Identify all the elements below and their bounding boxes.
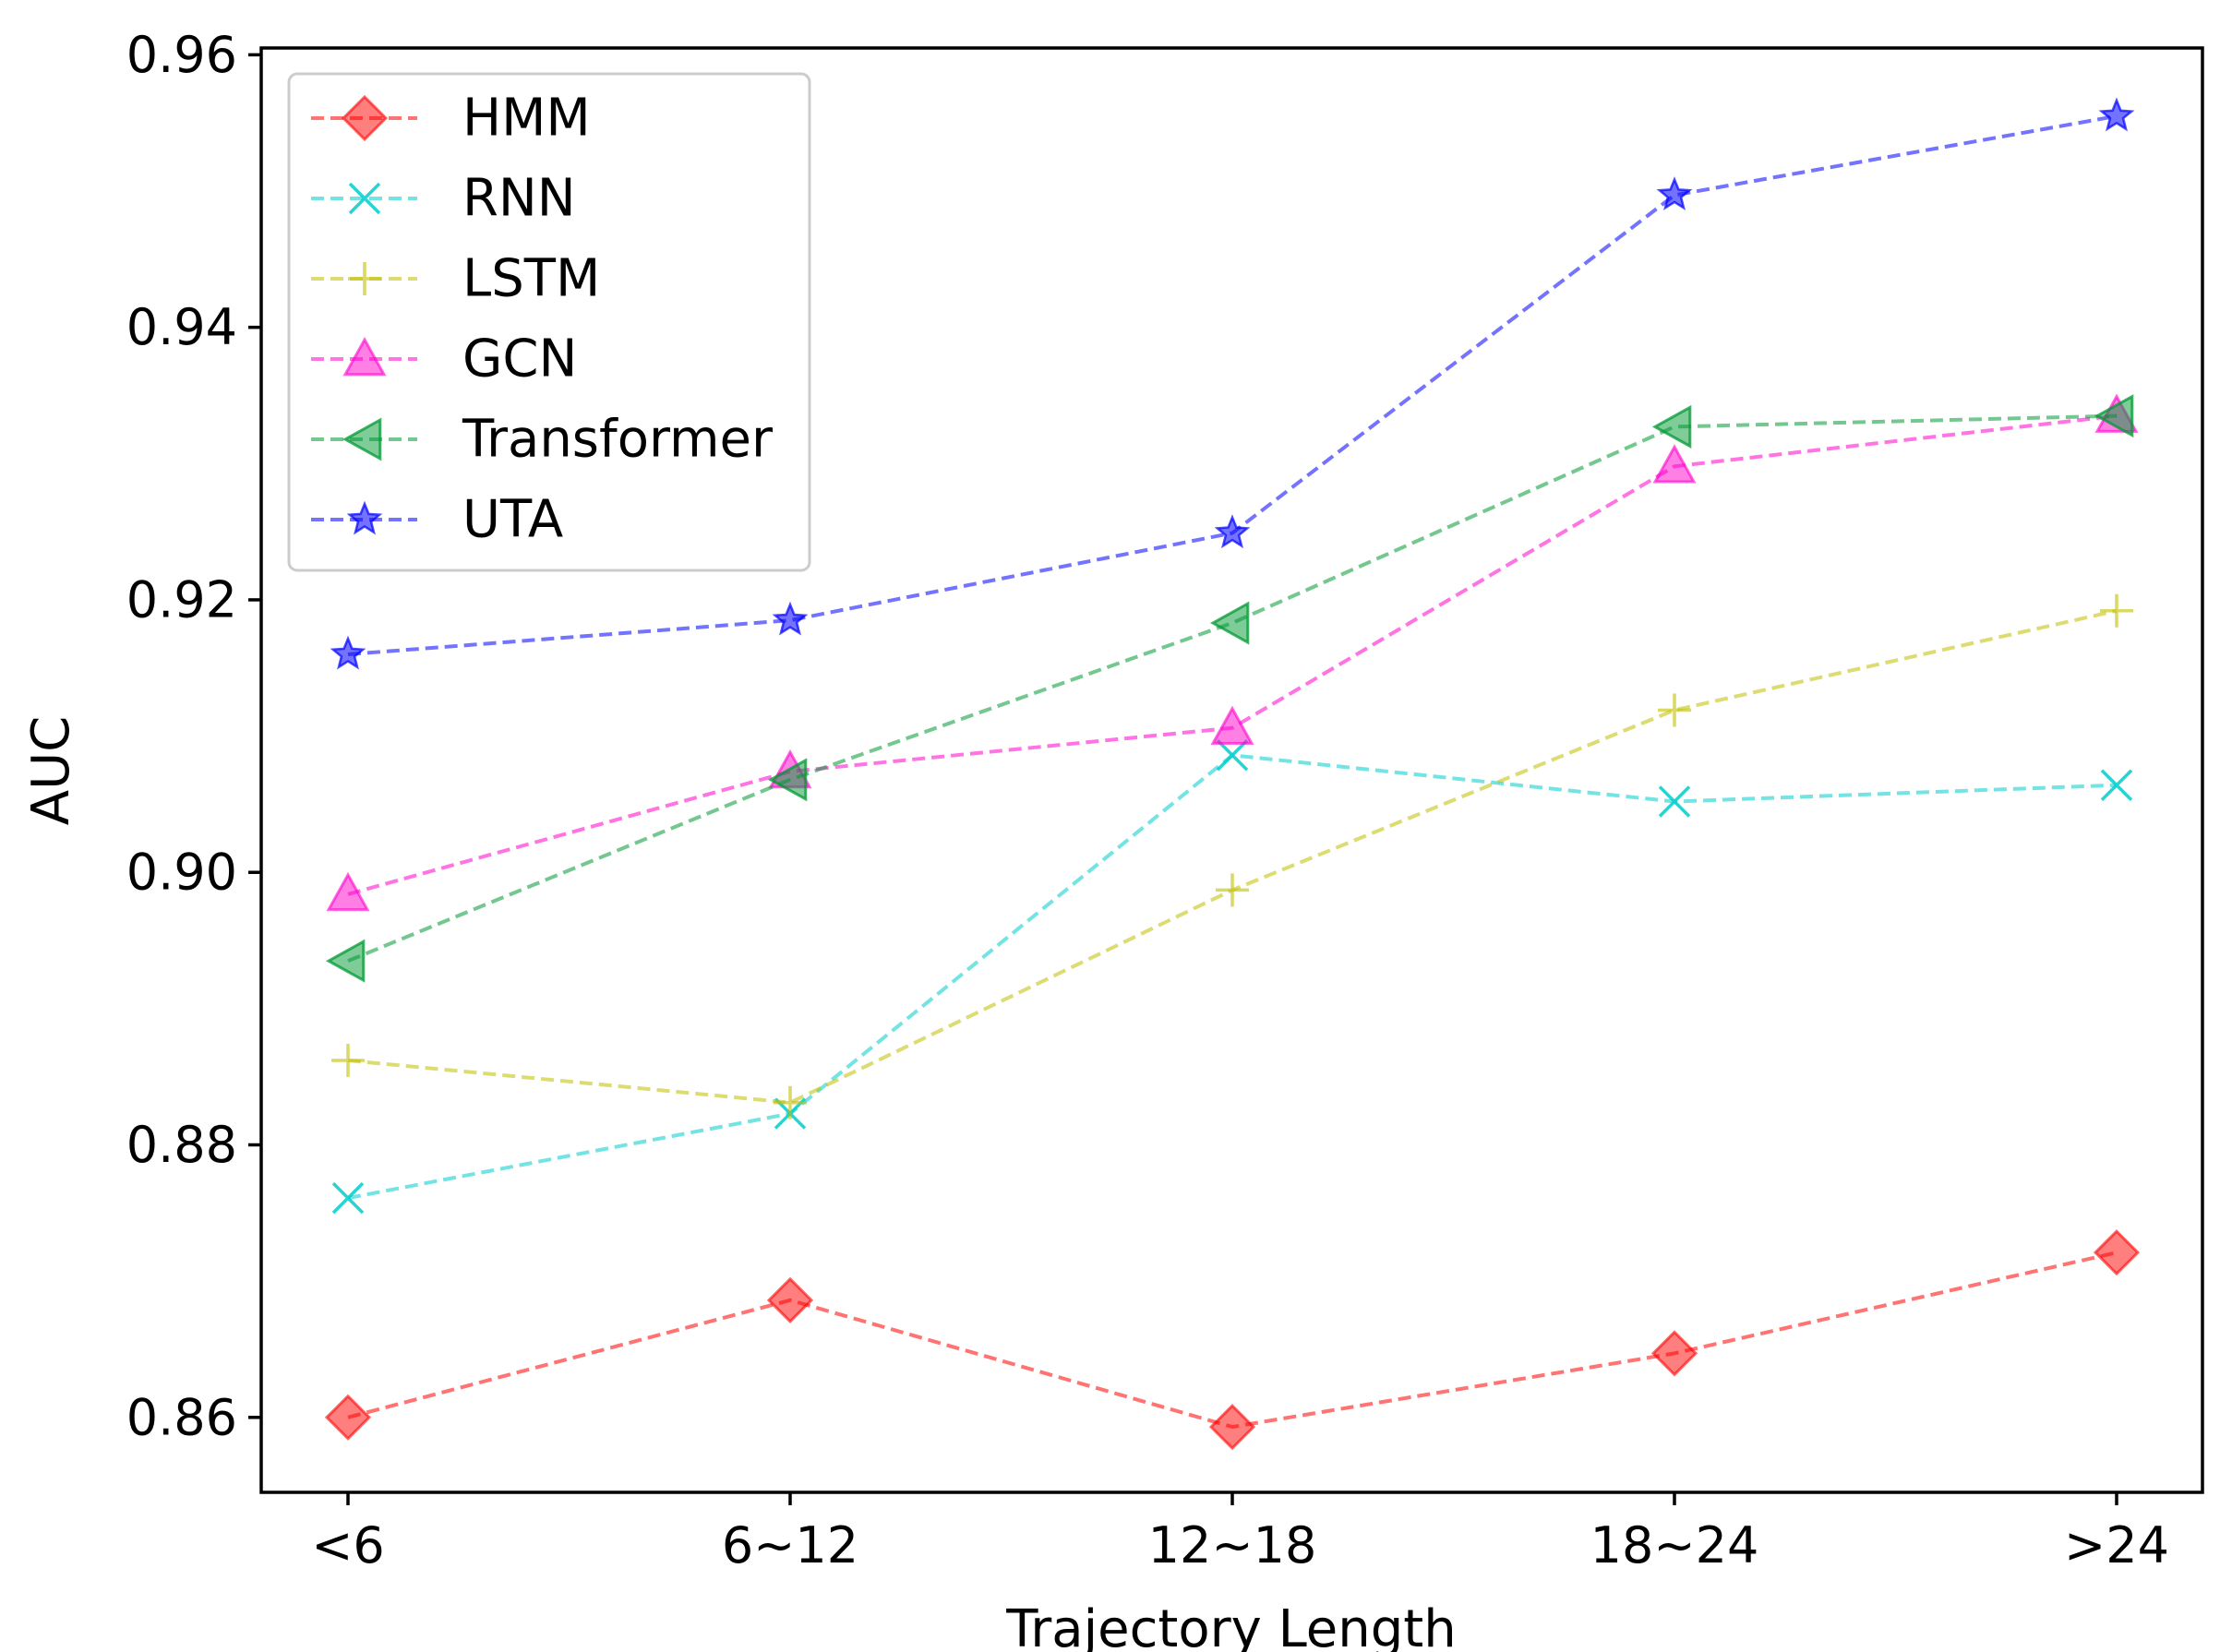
- series-layer: [324, 97, 2141, 1451]
- x-axis-label: Trajectory Length: [1005, 1599, 1456, 1652]
- y-axis-label: AUC: [21, 716, 81, 825]
- legend-marker-lstm: [348, 262, 381, 295]
- data-point-transformer-1: [767, 758, 808, 802]
- legend-marker-hmm: [341, 94, 389, 142]
- data-point-rnn-3: [1658, 785, 1691, 818]
- legend-item-gcn: GCN: [311, 329, 577, 389]
- legend-frame: [287, 72, 811, 572]
- data-point-uta-0: [330, 635, 366, 670]
- series-uta: [330, 97, 2135, 670]
- data-point-gcn-3: [1652, 444, 1697, 484]
- y-tick-label: 0.94: [126, 298, 237, 356]
- data-point-hmm-1: [766, 1276, 814, 1323]
- ticks-layer: 0.86 0.88 0.90 0.92 0.94 0.96 <6 6~12 12~18 18~24…: [126, 26, 2169, 1574]
- legend-marker-rnn: [348, 182, 381, 215]
- legend-item-rnn: RNN: [311, 169, 576, 229]
- y-tick-label: 0.92: [126, 570, 237, 628]
- data-point-gcn-0: [326, 871, 370, 912]
- data-point-hmm-2: [1208, 1404, 1256, 1451]
- data-point-transformer-0: [325, 939, 366, 983]
- x-tick-label: 6~12: [722, 1516, 858, 1574]
- legend-label-gcn: GCN: [462, 329, 577, 389]
- legend-item-lstm: LSTM: [311, 249, 600, 309]
- data-point-hmm-3: [1650, 1330, 1698, 1377]
- legend-label-uta: UTA: [462, 490, 563, 550]
- data-point-lstm-0: [331, 1043, 365, 1077]
- legend-item-transformer: Transformer: [311, 410, 774, 470]
- data-point-hmm-4: [2093, 1229, 2141, 1276]
- data-point-rnn-0: [331, 1181, 365, 1215]
- legend: HMM RNN LSTM GCN Transformer UTA: [287, 72, 811, 572]
- series-line-transformer: [347, 413, 2118, 964]
- legend-label-rnn: RNN: [462, 169, 576, 229]
- y-tick-label: 0.86: [126, 1388, 237, 1446]
- legend-item-uta: UTA: [311, 490, 563, 550]
- data-point-transformer-3: [1651, 404, 1692, 449]
- y-tick-label: 0.88: [126, 1116, 237, 1174]
- data-point-rnn-2: [1216, 739, 1249, 772]
- data-point-lstm-3: [1658, 693, 1691, 727]
- data-point-transformer-4: [2094, 394, 2134, 438]
- legend-marker-gcn: [342, 336, 387, 377]
- data-point-lstm-2: [1216, 873, 1249, 907]
- legend-label-transformer: Transformer: [462, 410, 774, 470]
- legend-item-hmm: HMM: [311, 89, 591, 149]
- data-point-uta-2: [1214, 514, 1251, 549]
- series-lstm: [331, 593, 2133, 1119]
- y-tick-label: 0.96: [126, 26, 237, 84]
- x-tick-label: 12~18: [1148, 1516, 1317, 1574]
- legend-label-lstm: LSTM: [462, 249, 600, 309]
- data-point-hmm-0: [324, 1394, 372, 1441]
- x-tick-label: >24: [2064, 1516, 2169, 1574]
- data-point-rnn-4: [2100, 769, 2133, 801]
- x-tick-label: <6: [311, 1516, 385, 1574]
- data-point-lstm-4: [2100, 593, 2133, 628]
- data-point-transformer-2: [1209, 601, 1250, 645]
- y-tick-label: 0.90: [126, 844, 237, 902]
- legend-label-hmm: HMM: [462, 89, 591, 149]
- data-point-gcn-2: [1210, 705, 1254, 746]
- data-point-uta-4: [2098, 97, 2135, 132]
- data-point-uta-3: [1656, 176, 1693, 210]
- legend-marker-transformer: [342, 417, 382, 461]
- data-point-lstm-1: [774, 1085, 807, 1119]
- series-transformer: [325, 394, 2134, 983]
- x-tick-label: 18~24: [1590, 1516, 1759, 1574]
- series-hmm: [324, 1229, 2141, 1451]
- legend-marker-uta: [346, 500, 383, 535]
- data-point-uta-1: [772, 601, 809, 636]
